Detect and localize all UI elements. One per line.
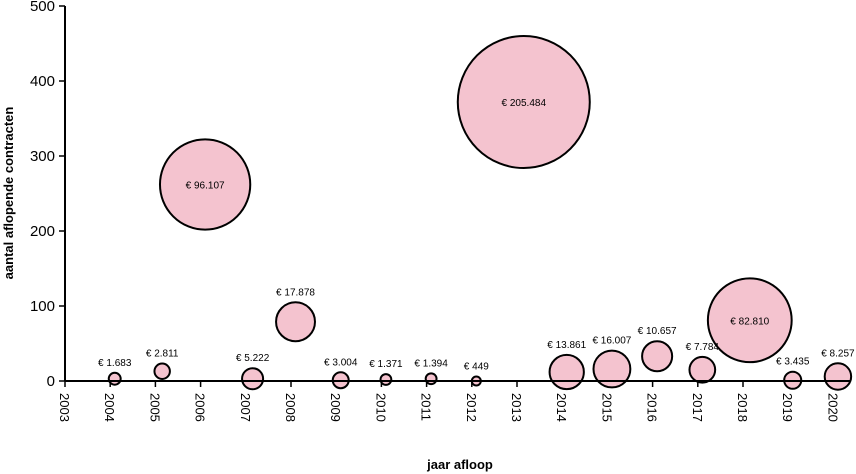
bubble-value-label: € 3.435 <box>776 357 810 368</box>
bubble-value-label: € 2.811 <box>146 349 179 360</box>
bubble <box>379 373 393 386</box>
x-tick-label: 2004 <box>102 393 117 422</box>
bubble-value-label: € 8.257 <box>821 348 855 359</box>
x-tick-label: 2020 <box>825 393 840 422</box>
bubble-value-label: € 96.107 <box>186 181 225 192</box>
x-axis-title: jaar afloop <box>426 457 493 472</box>
bubble-value-label: € 3.004 <box>324 357 358 368</box>
y-tick-label: 300 <box>30 148 55 165</box>
bubble-layer <box>107 35 853 391</box>
x-tick-label: 2017 <box>690 393 705 422</box>
x-tick-label: 2009 <box>328 393 343 422</box>
x-tick-label: 2008 <box>283 393 298 422</box>
bubble-value-label: € 13.861 <box>547 340 586 351</box>
x-tick-label: 2018 <box>735 393 750 422</box>
bubble <box>592 349 632 389</box>
bubble-value-label: € 449 <box>464 362 489 373</box>
x-tick-label: 2003 <box>57 393 72 422</box>
data-label-layer: € 1.683 € 2.811 € 96.107 € 5.222 € 17.878 € 3… <box>98 98 855 373</box>
bubble-value-label: € 10.657 <box>638 326 677 337</box>
y-tick-label: 100 <box>30 298 55 315</box>
x-tick-label: 2005 <box>147 393 162 422</box>
bubble-value-label: € 205.484 <box>502 98 547 109</box>
bubble <box>158 138 252 231</box>
x-tick-label: 2007 <box>238 393 253 422</box>
bubble <box>706 277 793 364</box>
bubble <box>823 362 853 391</box>
x-tick-label: 2013 <box>509 393 524 422</box>
bubble <box>548 353 585 391</box>
bubble <box>153 362 171 380</box>
x-axis-ticks: 2003 2004 2005 2006 2007 2008 2009 2010 2011 2012… <box>57 381 840 422</box>
x-tick-label: 2006 <box>193 393 208 422</box>
bubble <box>241 367 265 391</box>
bubble <box>107 371 122 386</box>
y-tick-label: 200 <box>30 223 55 240</box>
bubble-value-label: € 1.371 <box>369 359 403 370</box>
y-axis-ticks: 0 100 200 300 400 500 <box>30 0 65 390</box>
x-tick-label: 2016 <box>645 393 660 422</box>
x-tick-label: 2012 <box>464 393 479 422</box>
y-tick-label: 400 <box>30 73 55 90</box>
y-tick-label: 500 <box>30 0 55 15</box>
bubble-value-label: € 82.810 <box>730 316 769 327</box>
bubble-value-label: € 1.683 <box>98 358 132 369</box>
bubble <box>424 372 438 386</box>
bubble-value-label: € 5.222 <box>236 353 270 364</box>
y-axis-title: aantal aflopende contracten <box>1 107 16 280</box>
y-tick-label: 0 <box>47 373 55 390</box>
bubble <box>641 340 674 373</box>
bubble <box>688 355 717 384</box>
bubble-value-label: € 17.878 <box>276 287 315 298</box>
x-tick-label: 2011 <box>419 393 434 421</box>
bubble-value-label: € 16.007 <box>592 336 631 347</box>
x-tick-label: 2019 <box>780 393 795 422</box>
x-tick-label: 2015 <box>599 393 614 422</box>
bubble-value-label: € 7.784 <box>686 342 720 353</box>
bubble-value-label: € 1.394 <box>414 358 448 369</box>
x-tick-label: 2010 <box>373 393 388 422</box>
bubble <box>456 35 591 169</box>
bubble <box>275 301 316 343</box>
x-tick-label: 2014 <box>554 393 569 422</box>
